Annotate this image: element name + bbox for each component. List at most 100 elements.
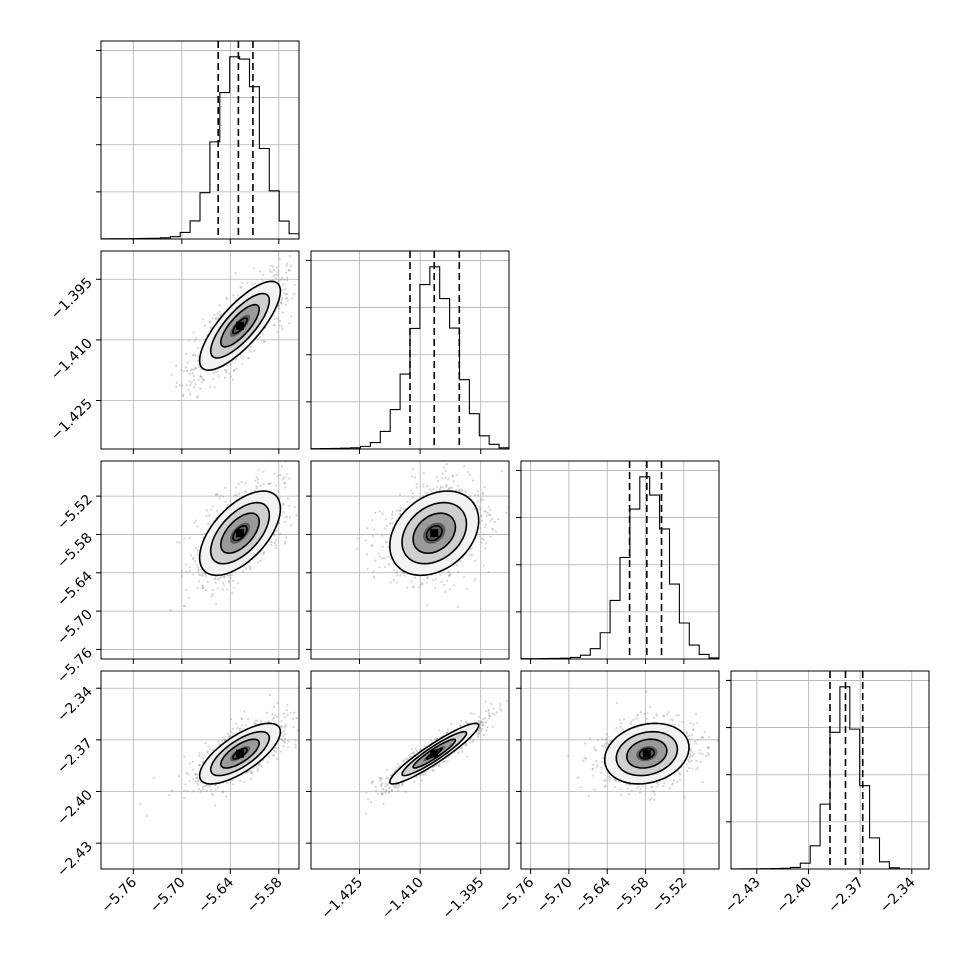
contour-line [209, 730, 271, 777]
scatter-point [396, 766, 399, 769]
scatter-point [235, 358, 238, 361]
scatter-point [383, 566, 386, 569]
scatter-point [201, 587, 204, 590]
scatter-point [584, 757, 587, 760]
scatter-point [283, 542, 287, 545]
scatter-point [197, 779, 200, 783]
scatter-point [285, 536, 288, 539]
scatter-point [227, 503, 230, 506]
scatter-point [486, 726, 489, 729]
scatter-point [293, 284, 297, 287]
scatter-point [448, 486, 451, 490]
scatter-point [280, 325, 283, 328]
scatter-point [187, 388, 190, 392]
scatter-point [243, 710, 246, 713]
scatter-point [185, 384, 188, 387]
scatter-point [378, 555, 382, 558]
scatter-point [480, 729, 483, 732]
scatter-point [274, 746, 277, 750]
scatter-point [256, 561, 259, 564]
scatter-point [269, 264, 272, 268]
scatter-point [183, 789, 186, 793]
scatter-point [625, 783, 628, 786]
scatter-point [214, 577, 217, 580]
scatter-point [262, 483, 265, 486]
scatter-point [466, 755, 469, 758]
panel-3-2: −5.76−5.70−5.64−5.58−5.52 [496, 670, 720, 916]
scatter-point [240, 717, 243, 720]
panel-3-0: −5.76 −5.70 −5.64 −5.58−2.43−2.40−2.37−2.34 [54, 670, 300, 916]
scatter-point [486, 511, 489, 514]
scatter-point [293, 505, 296, 508]
scatter-point [484, 525, 487, 529]
scatter-point [243, 781, 246, 784]
scatter-point [206, 750, 209, 753]
scatter-point [249, 566, 252, 570]
scatter-point [196, 566, 200, 569]
scatter-point [371, 780, 374, 783]
scatter-point [208, 385, 212, 388]
scatter-point [255, 487, 258, 490]
scatter-point [608, 775, 611, 778]
contour-line [401, 730, 468, 777]
scatter-point [421, 583, 424, 586]
scatter-point [380, 557, 384, 560]
scatter-point [217, 740, 220, 743]
scatter-point [207, 745, 210, 748]
scatter-point [139, 803, 142, 806]
scatter-point [284, 737, 287, 740]
scatter-point [181, 384, 184, 387]
scatter-point [282, 283, 285, 286]
scatter-point [445, 484, 448, 487]
scatter-point [189, 384, 192, 387]
scatter-point [210, 792, 213, 795]
scatter-point [471, 479, 474, 482]
scatter-point [224, 371, 228, 374]
scatter-point [272, 754, 276, 757]
scatter-point [223, 738, 226, 741]
scatter-point [279, 473, 282, 477]
scatter-point [226, 363, 229, 367]
scatter-point [278, 497, 282, 500]
scatter-point [439, 573, 442, 576]
scatter-point [482, 733, 486, 737]
scatter-point [478, 727, 481, 730]
scatter-point [483, 717, 486, 720]
scatter-point [216, 370, 219, 373]
scatter-point [273, 472, 277, 475]
scatter-point [410, 752, 413, 755]
scatter-point [254, 479, 257, 482]
scatter-point [237, 581, 240, 585]
histogram-step [520, 476, 720, 660]
scatter-point [249, 345, 252, 349]
y-tick-label: −5.52 [54, 492, 96, 534]
scatter-point [478, 729, 481, 732]
scatter-point [385, 768, 388, 772]
scatter-point [451, 474, 455, 477]
scatter-point [276, 317, 279, 320]
scatter-point [221, 588, 224, 591]
scatter-point [255, 485, 258, 488]
scatter-point [473, 559, 476, 563]
scatter-point [255, 765, 258, 768]
scatter-point [414, 747, 417, 751]
scatter-point [399, 506, 402, 509]
scatter-point [188, 339, 191, 342]
scatter-point [482, 564, 486, 567]
scatter-point [280, 298, 283, 301]
scatter-point [678, 772, 681, 775]
scatter-point [244, 490, 247, 493]
scatter-point [392, 579, 396, 582]
scatter-point [210, 595, 213, 598]
scatter-point [278, 304, 281, 307]
scatter-point [308, 510, 310, 512]
scatter-point [707, 747, 710, 750]
scatter-point [609, 740, 612, 743]
scatter-point [457, 570, 460, 573]
scatter-point [211, 593, 214, 596]
scatter-point [497, 518, 500, 521]
scatter-point [422, 483, 425, 486]
scatter-point [411, 747, 414, 751]
scatter-point [482, 538, 485, 541]
scatter-point [374, 789, 377, 792]
